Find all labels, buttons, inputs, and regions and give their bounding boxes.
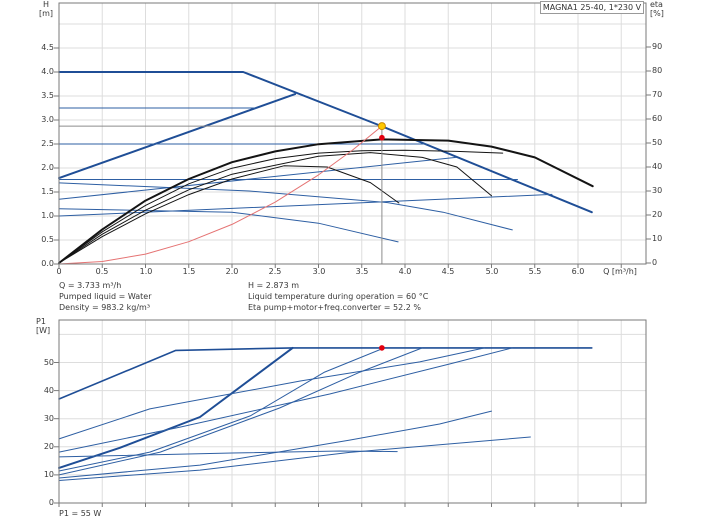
h-tick-label: 0.5 (41, 235, 54, 244)
q-tick-label: 5.0 (485, 267, 499, 276)
p1-point-dot (379, 345, 385, 351)
info-temperature: Liquid temperature during operation = 60… (248, 292, 429, 301)
q-tick-label: 3.0 (312, 267, 326, 276)
eta-tick-label: 50 (652, 138, 663, 147)
duty-point-dot (377, 122, 386, 131)
eta-tick-label: 30 (652, 186, 663, 195)
q-tick-label: 6.0 (571, 267, 585, 276)
h-tick-label: 0.0 (41, 259, 54, 268)
q-tick-label: 4.5 (441, 267, 455, 276)
prop-pressure-1.35 (58, 156, 457, 200)
prop-pressure-max-line (58, 93, 297, 180)
info-power: P1 = 55 W (59, 509, 102, 518)
p1-tick-label: 10 (43, 470, 54, 479)
h-tick-label: 2.5 (41, 139, 54, 148)
info-density: Density = 983.2 kg/m³ (59, 303, 151, 312)
eta-curve-2 (58, 149, 504, 264)
p1-tick-label: 50 (43, 358, 54, 367)
eta-tick-label: 80 (652, 66, 663, 75)
eta-tick-label: 10 (652, 234, 663, 243)
h-tick-label: 2.0 (41, 163, 54, 172)
p1-min-speed (58, 450, 398, 458)
p1-max-power (58, 347, 593, 400)
info-liquid: Pumped liquid = Water (59, 292, 152, 301)
p1-axis-title: P1 [W] (36, 317, 51, 335)
eta-tick-label: 20 (652, 210, 663, 219)
q-tick-label: 2.5 (268, 267, 282, 276)
p1-low-2 (58, 436, 531, 481)
h-axis-title: H [m] (38, 0, 54, 18)
p1-autoadapt-thick (58, 346, 294, 469)
q-tick-label: 3.5 (355, 267, 369, 276)
p1-join-3.76 (58, 347, 385, 472)
eta-tick-label: 70 (652, 90, 663, 99)
eta-curve-max (58, 138, 594, 264)
eta-tick-label: 40 (652, 162, 663, 171)
p1-join-5.24 (58, 347, 513, 453)
h-tick-label: 4.5 (41, 43, 54, 52)
info-eta: Eta pump+motor+freq.converter = 52.2 % (248, 303, 421, 312)
q-tick-label: 0 (56, 267, 62, 276)
p1-tick-label: 20 (43, 442, 54, 451)
eta-tick-label: 90 (652, 42, 663, 51)
eta-curve-3 (58, 152, 492, 264)
p1-tick-label: 40 (43, 386, 54, 395)
eta-tick-label: 0 (652, 258, 658, 267)
h-tick-label: 1.0 (41, 211, 54, 220)
p1-join-4.2 (58, 347, 423, 476)
h-tick-label: 4.0 (41, 67, 54, 76)
q-tick-label: 1.5 (182, 267, 196, 276)
p1-tick-label: 0 (48, 498, 54, 507)
eta-curve-4 (58, 165, 400, 264)
p1-low-1 (58, 410, 492, 479)
q-tick-label: 4.0 (398, 267, 412, 276)
p1-join-4.92 (58, 347, 486, 440)
pump-title-box: MAGNA1 25-40, 1*230 V (540, 1, 644, 14)
speed-curve-low-2 (58, 182, 513, 231)
eta-point-dot (379, 134, 385, 141)
info-flow: Q = 3.733 m³/h (59, 281, 122, 290)
eta-axis-title: eta [%] (650, 0, 664, 18)
q-tick-label: 1.0 (139, 267, 153, 276)
q-tick-label: 0.5 (95, 267, 109, 276)
system-curve (58, 125, 383, 265)
max-speed-curve (58, 71, 593, 214)
h-tick-label: 1.5 (41, 187, 54, 196)
eta-tick-label: 60 (652, 114, 663, 123)
q-tick-label: 5.5 (528, 267, 542, 276)
p1-tick-label: 30 (43, 414, 54, 423)
h-tick-label: 3.0 (41, 115, 54, 124)
h-tick-label: 3.5 (41, 91, 54, 100)
q-tick-label: 2.0 (225, 267, 239, 276)
info-head: H = 2.873 m (248, 281, 300, 290)
q-axis-unit: Q [m³/h] (603, 267, 637, 276)
